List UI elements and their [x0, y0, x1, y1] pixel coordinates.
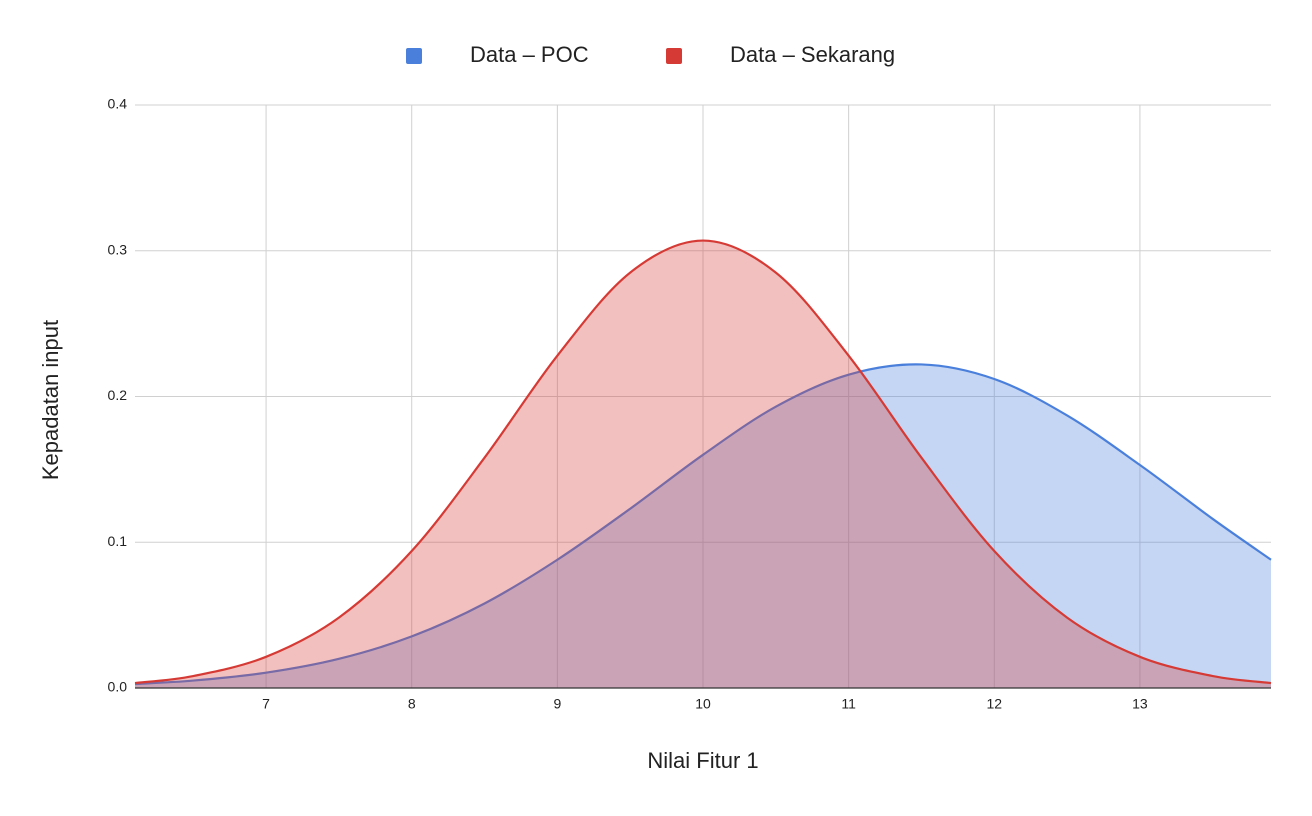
area-line	[134, 363, 1272, 686]
area-fill	[135, 240, 1271, 689]
legend-label: Data – POC	[470, 42, 589, 67]
x-tick-label: 8	[408, 696, 416, 712]
area-fill	[135, 364, 1271, 688]
legend-swatch	[406, 48, 422, 64]
x-tick-label: 10	[695, 696, 711, 712]
x-axis-label: Nilai Fitur 1	[647, 748, 758, 773]
x-tick-label: 13	[1132, 696, 1148, 712]
y-axis-label: Kepadatan input	[38, 320, 63, 480]
area-line	[134, 239, 1272, 685]
y-tick-label: 0.2	[108, 387, 128, 403]
x-tick-label: 9	[553, 696, 561, 712]
y-tick-label: 0.3	[108, 241, 128, 257]
y-tick-label: 0.0	[108, 679, 128, 695]
x-tick-label: 12	[986, 696, 1002, 712]
x-tick-label: 7	[262, 696, 270, 712]
y-tick-label: 0.1	[108, 533, 128, 549]
legend-label: Data – Sekarang	[730, 42, 895, 67]
legend-swatch	[666, 48, 682, 64]
x-tick-label: 11	[841, 696, 856, 712]
y-tick-label: 0.4	[108, 96, 128, 112]
